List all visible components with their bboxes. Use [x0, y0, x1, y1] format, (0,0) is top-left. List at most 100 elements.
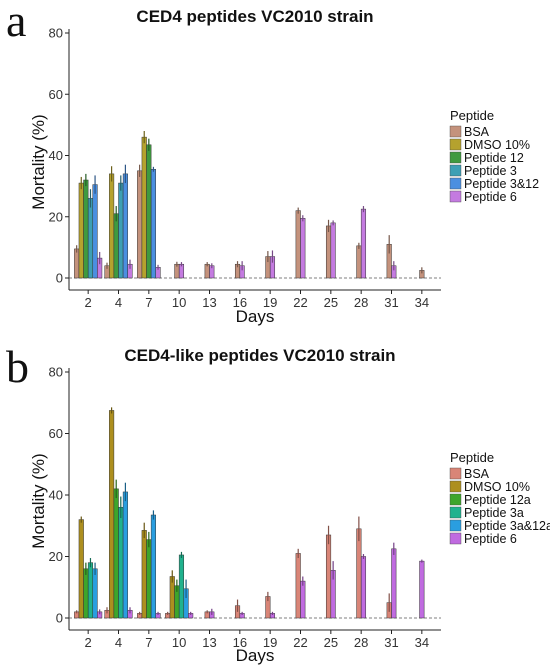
x-tick-label: 28 [354, 295, 368, 310]
legend-swatch [449, 177, 462, 190]
chart-title: CED4-like peptides VC2010 strain [124, 346, 395, 365]
x-tick-label: 31 [384, 635, 398, 650]
legend-label: DMSO 10% [464, 480, 530, 494]
bar [141, 136, 147, 279]
legend-swatch [449, 151, 462, 164]
bar [141, 530, 147, 619]
x-tick-label: 25 [324, 295, 338, 310]
x-tick-label: 13 [202, 635, 216, 650]
legend-label: Peptide 3a [464, 506, 524, 520]
bar [300, 218, 306, 279]
bar [295, 210, 301, 279]
bar [330, 222, 336, 279]
panel-letter: a [6, 0, 26, 46]
legend-swatch [449, 519, 462, 532]
bar [356, 528, 362, 619]
bar [169, 576, 175, 619]
bar [118, 182, 124, 279]
x-axis-title: Days [236, 307, 275, 326]
x-tick-label: 19 [263, 295, 277, 310]
y-tick-label: 60 [49, 426, 63, 441]
panel-letter: b [6, 341, 29, 392]
legend-label: Peptide 6 [464, 190, 517, 204]
bar [113, 213, 119, 279]
panel-b: b CED4-like peptides VC2010 strain 0 20 40 60… [6, 341, 550, 665]
bar [87, 562, 94, 619]
bar [137, 170, 143, 279]
y-tick-label: 40 [49, 148, 63, 163]
bar [78, 182, 84, 279]
legend-swatch [449, 190, 462, 203]
x-tick-label: 2 [85, 295, 92, 310]
bar [83, 179, 89, 279]
x-tick-label: 16 [233, 635, 247, 650]
bar [360, 556, 367, 619]
bar [356, 245, 362, 279]
bar [118, 507, 124, 619]
y-tick-label: 0 [56, 271, 63, 286]
y-tick-label: 60 [49, 87, 63, 102]
bar [360, 208, 367, 279]
legend-label: Peptide 12 [464, 151, 524, 165]
x-tick-label: 22 [293, 295, 307, 310]
x-tick-label: 7 [145, 635, 152, 650]
bar [83, 568, 89, 619]
bar [113, 488, 119, 619]
legend-swatch [449, 138, 462, 151]
x-tick-label: 10 [172, 295, 186, 310]
bar [325, 534, 332, 619]
legend-swatch [449, 493, 462, 506]
bar [87, 198, 94, 279]
x-tick-label: 4 [115, 295, 122, 310]
x-tick-label: 34 [415, 295, 429, 310]
bar [122, 173, 128, 279]
y-tick-label: 0 [56, 611, 63, 626]
bar [146, 144, 152, 279]
bar [150, 169, 156, 279]
x-tick-label: 34 [415, 635, 429, 650]
bar [325, 225, 332, 279]
bar [92, 184, 98, 279]
y-tick-label: 80 [49, 365, 63, 380]
legend-label: Peptide 3a&12a [464, 519, 550, 533]
legend-label: DMSO 10% [464, 138, 530, 152]
x-tick-label: 25 [324, 635, 338, 650]
y-tick-label: 40 [49, 488, 63, 503]
x-tick-label: 7 [145, 295, 152, 310]
bar [74, 248, 80, 279]
bar [78, 519, 84, 619]
legend-label: Peptide 6 [464, 532, 517, 546]
y-tick-label: 20 [49, 209, 63, 224]
x-tick-label: 19 [263, 635, 277, 650]
legend-swatch [449, 467, 462, 480]
bar [146, 539, 152, 619]
legend-swatch [449, 506, 462, 519]
panel-a: a CED4 peptides VC2010 strain 0 20 40 60 80 2 4 7… [6, 0, 539, 326]
legend-swatch [449, 125, 462, 138]
bar [419, 560, 425, 619]
bar [109, 410, 115, 619]
y-axis-title: Mortality (%) [29, 114, 48, 209]
x-tick-label: 10 [172, 635, 186, 650]
legend-swatch [449, 164, 462, 177]
x-tick-label: 28 [354, 635, 368, 650]
bar [92, 568, 98, 619]
legend-title: Peptide [450, 108, 494, 123]
legend-label: BSA [464, 467, 490, 481]
bar [300, 580, 306, 619]
bar [109, 173, 115, 279]
x-tick-label: 13 [202, 295, 216, 310]
chart-title: CED4 peptides VC2010 strain [136, 7, 373, 26]
x-tick-label: 16 [233, 295, 247, 310]
x-tick-label: 2 [85, 635, 92, 650]
legend-label: Peptide 3 [464, 164, 517, 178]
x-tick-label: 22 [293, 635, 307, 650]
legend-swatch [449, 480, 462, 493]
bar [122, 491, 128, 619]
bar [178, 554, 185, 619]
bar [391, 548, 397, 619]
x-tick-label: 4 [115, 635, 122, 650]
y-tick-label: 20 [49, 549, 63, 564]
y-tick-label: 80 [49, 26, 63, 41]
